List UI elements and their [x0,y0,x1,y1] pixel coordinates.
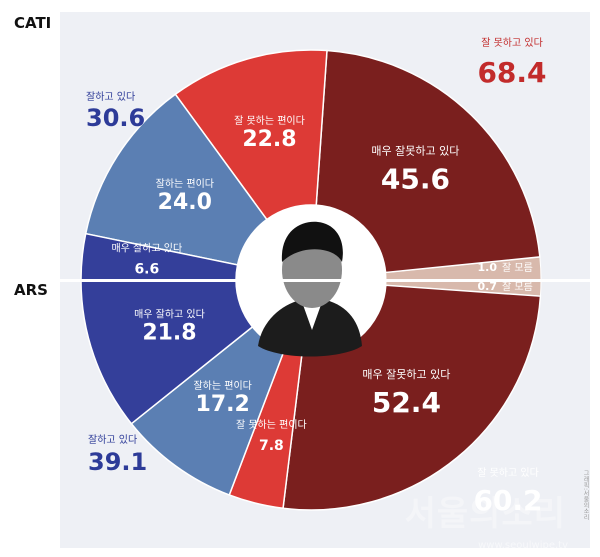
ars-label: ARS [14,281,48,299]
cati-unknown-label: 잘 모름 [502,262,533,274]
cati-total-negative-label: 잘 못하고 있다 [481,36,543,49]
watermark-logo-text: 서울의소리 [404,494,566,534]
cati-unknown-value: 1.0 [478,261,498,274]
cati-total-positive-label: 잘하고 있다 [86,90,135,103]
cati-slice-value-2: 24.0 [158,190,212,215]
ars-slice-value-0: 52.4 [372,386,441,419]
ars-total-negative-label: 잘 못하고 있다 [477,466,539,479]
cati-slice-label-3: 매우 잘하고 있다 [111,241,182,254]
ars-unknown-value: 0.7 [478,280,498,293]
ars-total-negative-value: 60.2 [473,484,542,517]
ars-slice-label-3: 매우 잘하고 있다 [134,308,205,321]
cati-slice-value-0: 45.6 [381,162,450,195]
ars-total-positive-value: 39.1 [88,448,147,476]
ars-total-positive-label: 잘하고 있다 [88,433,137,446]
portrait-hair-icon [281,221,343,262]
ars-slice-label-0: 매우 잘못하고 있다 [362,367,450,381]
portrait-shirt-icon [302,302,322,330]
ars-slice-value-3: 21.8 [142,321,196,346]
cati-total-positive-value: 30.6 [86,104,145,132]
ars-slice-value-2: 17.2 [196,392,250,417]
vertical-caption: 그래픽:서울의소리 [582,470,589,521]
ars-unknown-label: 잘 모름 [502,281,533,293]
ars-slice-value-1: 7.8 [259,438,284,454]
ars-slice-label-2: 잘하는 편이다 [193,379,251,392]
cati-slice-label-0: 매우 잘못하고 있다 [371,143,459,157]
cati-slice-label-1: 잘 못하는 편이다 [234,114,305,127]
cati-slice-value-3: 6.6 [134,261,159,277]
portrait-suit-icon [258,300,362,357]
watermark-url: www.seoulwipe.tv [478,540,568,551]
cati-slice-label-2: 잘하는 편이다 [156,177,214,190]
slices-layer [80,49,542,511]
cati-slice-value-1: 22.8 [242,127,296,152]
ars-slice-label-1: 잘 못하는 편이다 [236,418,307,431]
cati-label: CATI [14,14,52,32]
cati-total-negative-value: 68.4 [477,56,546,89]
